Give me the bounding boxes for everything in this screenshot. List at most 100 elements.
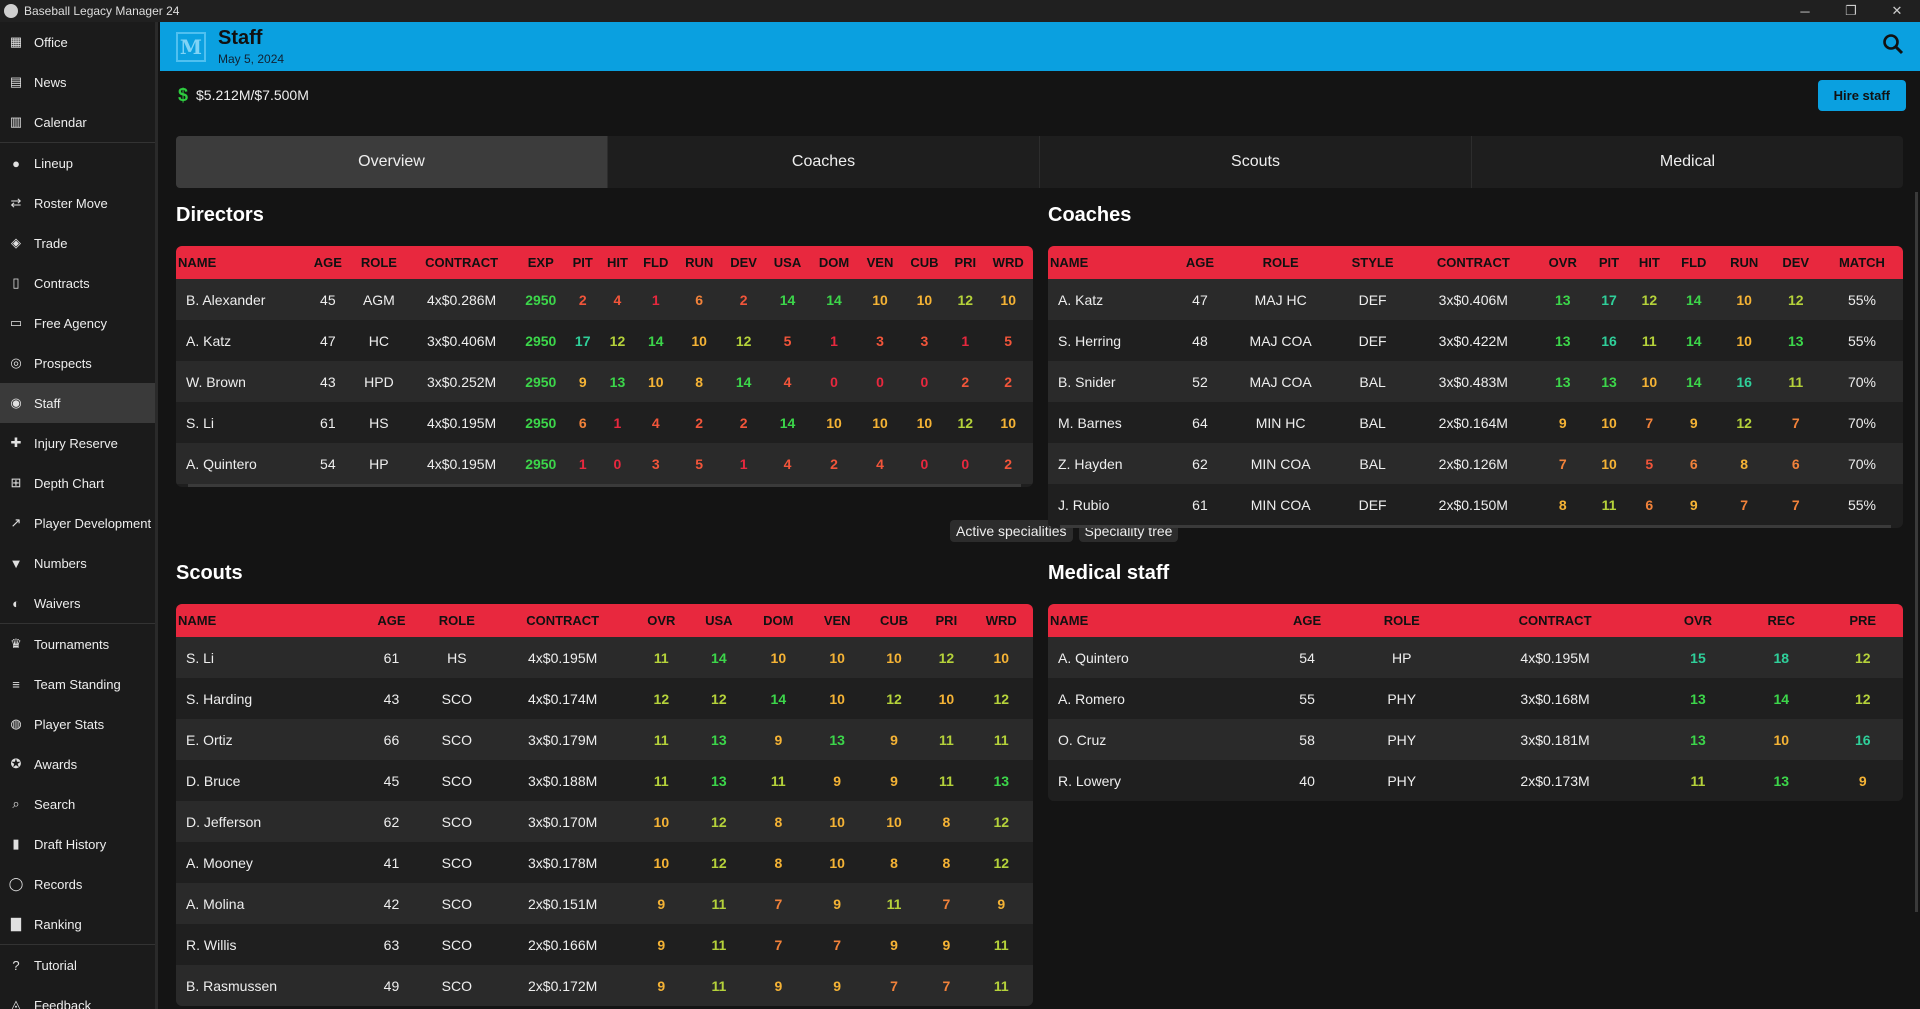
sidebar-item-tutorial[interactable]: ? Tutorial — [0, 945, 155, 985]
table-row[interactable]: B. Alexander 45 AGM 4x$0.286M 2950 2 4 1 6 2 14 14 1… — [176, 279, 1033, 320]
sidebar-item-player-development[interactable]: ↗ Player Development — [0, 503, 155, 543]
column-header[interactable]: PRE — [1822, 604, 1903, 637]
sidebar-item-tournaments[interactable]: ♛ Tournaments — [0, 624, 155, 664]
column-header[interactable]: AGE — [305, 246, 351, 279]
table-row[interactable]: S. Li 61 HS 4x$0.195M 2950 6 1 4 2 2 14 10 10 10 12 10 — [176, 402, 1033, 443]
table-row[interactable]: B. Snider 52 MAJ COA BAL 3x$0.483M 13 13 10 14 16… — [1048, 361, 1903, 402]
column-header[interactable]: MATCH — [1820, 246, 1903, 279]
sidebar-item-feedback[interactable]: ◬ Feedback — [0, 985, 155, 1009]
column-header[interactable]: CONTRACT — [493, 604, 633, 637]
tab-coaches[interactable]: Coaches — [607, 136, 1039, 188]
column-header[interactable]: NAME — [1048, 604, 1265, 637]
column-header[interactable]: PRI — [947, 246, 984, 279]
table-row[interactable]: B. Rasmussen 49 SCO 2x$0.172M 9 11 9 9 7 7 11 — [176, 965, 1033, 1006]
sidebar-item-team-standing[interactable]: ≡ Team Standing — [0, 664, 155, 704]
column-header[interactable]: DOM — [809, 246, 859, 279]
page-scrollbar[interactable] — [1915, 192, 1918, 912]
column-header[interactable]: HIT — [599, 246, 636, 279]
sidebar-item-records[interactable]: ◯ Records — [0, 864, 155, 904]
table-row[interactable]: Z. Hayden 62 MIN COA BAL 2x$0.126M 7 10 5 6 8 6 70% — [1048, 443, 1903, 484]
sidebar-item-prospects[interactable]: ◎ Prospects — [0, 343, 155, 383]
table-row[interactable]: A. Katz 47 HC 3x$0.406M 2950 17 12 14 10 12 5 1 3 3 1 5 — [176, 320, 1033, 361]
column-header[interactable]: DEV — [1770, 246, 1821, 279]
sidebar-item-waivers[interactable]: ◐ Waivers — [0, 583, 155, 623]
column-header[interactable]: ROLE — [1226, 246, 1335, 279]
column-header[interactable]: AGE — [362, 604, 421, 637]
table-row[interactable]: A. Quintero 54 HP 4x$0.195M 15 18 12 — [1048, 637, 1903, 678]
sidebar-item-search[interactable]: ⌕ Search — [0, 784, 155, 824]
column-header[interactable]: REC — [1740, 604, 1823, 637]
column-header[interactable]: CUB — [864, 604, 924, 637]
column-header[interactable]: OVR — [632, 604, 691, 637]
column-header[interactable]: RUN — [1717, 246, 1771, 279]
horizontal-scrollbar[interactable] — [1060, 525, 1891, 528]
table-row[interactable]: S. Harding 43 SCO 4x$0.174M 12 12 14 10 12 10 12 — [176, 678, 1033, 719]
column-header[interactable]: DEV — [721, 246, 766, 279]
column-header[interactable]: DOM — [747, 604, 810, 637]
table-row[interactable]: A. Katz 47 MAJ HC DEF 3x$0.406M 13 17 12 14 10 12 5… — [1048, 279, 1903, 320]
sidebar-item-trade[interactable]: ◈ Trade — [0, 223, 155, 263]
column-header[interactable]: RUN — [676, 246, 722, 279]
table-row[interactable]: M. Barnes 64 MIN HC BAL 2x$0.164M 9 10 7 9 12 7 70% — [1048, 402, 1903, 443]
column-header[interactable]: VEN — [809, 604, 865, 637]
table-row[interactable]: D. Bruce 45 SCO 3x$0.188M 11 13 11 9 9 11 13 — [176, 760, 1033, 801]
column-header[interactable]: AGE — [1264, 604, 1350, 637]
table-row[interactable]: A. Quintero 54 HP 4x$0.195M 2950 1 0 3 5 1 4 2 4 0 0 2 — [176, 443, 1033, 484]
column-header[interactable]: VEN — [858, 246, 902, 279]
column-header[interactable]: NAME — [176, 604, 363, 637]
column-header[interactable]: ROLE — [420, 604, 494, 637]
table-row[interactable]: D. Jefferson 62 SCO 3x$0.170M 10 12 8 10 10 8 12 — [176, 801, 1033, 842]
table-row[interactable]: E. Ortiz 66 SCO 3x$0.179M 11 13 9 13 9 11 11 — [176, 719, 1033, 760]
column-header[interactable]: CONTRACT — [1410, 246, 1537, 279]
active-specialities-button[interactable]: Active specialities — [950, 520, 1073, 542]
sidebar-item-draft-history[interactable]: ▮ Draft History — [0, 824, 155, 864]
column-header[interactable]: USA — [765, 246, 810, 279]
table-row[interactable]: R. Lowery 40 PHY 2x$0.173M 11 13 9 — [1048, 760, 1903, 801]
restore-button[interactable]: ❐ — [1845, 3, 1857, 18]
sidebar-item-office[interactable]: ▦ Office — [0, 22, 155, 62]
column-header[interactable]: CONTRACT — [407, 246, 516, 279]
column-header[interactable]: NAME — [1048, 246, 1174, 279]
column-header[interactable]: PIT — [565, 246, 600, 279]
table-row[interactable]: O. Cruz 58 PHY 3x$0.181M 13 10 16 — [1048, 719, 1903, 760]
sidebar-item-awards[interactable]: ✪ Awards — [0, 744, 155, 784]
minimize-button[interactable]: ─ — [1800, 3, 1810, 19]
sidebar-item-news[interactable]: ▤ News — [0, 62, 155, 102]
column-header[interactable]: FLD — [1669, 246, 1718, 279]
table-row[interactable]: A. Romero 55 PHY 3x$0.168M 13 14 12 — [1048, 678, 1903, 719]
column-header[interactable]: HIT — [1628, 246, 1670, 279]
sidebar-item-free-agency[interactable]: ▭ Free Agency — [0, 303, 155, 343]
hire-staff-button[interactable]: Hire staff — [1817, 79, 1906, 111]
column-header[interactable]: CUB — [901, 246, 948, 279]
column-header[interactable]: PRI — [923, 604, 970, 637]
column-header[interactable]: NAME — [176, 246, 306, 279]
close-button[interactable]: ✕ — [1891, 3, 1903, 18]
sidebar-item-lineup[interactable]: ● Lineup — [0, 143, 155, 183]
horizontal-scrollbar[interactable] — [188, 484, 1021, 487]
search-icon[interactable] — [1882, 33, 1904, 61]
sidebar-item-ranking[interactable]: ▇ Ranking — [0, 904, 155, 944]
sidebar-item-depth-chart[interactable]: ⊞ Depth Chart — [0, 463, 155, 503]
column-header[interactable]: PIT — [1589, 246, 1629, 279]
column-header[interactable]: FLD — [635, 246, 677, 279]
sidebar-item-calendar[interactable]: ▥ Calendar — [0, 102, 155, 142]
sidebar-item-numbers[interactable]: ▼ Numbers — [0, 543, 155, 583]
table-row[interactable]: A. Mooney 41 SCO 3x$0.178M 10 12 8 10 8 8 12 — [176, 842, 1033, 883]
column-header[interactable]: ROLE — [1349, 604, 1455, 637]
sidebar-item-injury-reserve[interactable]: ✚ Injury Reserve — [0, 423, 155, 463]
column-header[interactable]: EXP — [515, 246, 566, 279]
tab-scouts[interactable]: Scouts — [1039, 136, 1471, 188]
table-row[interactable]: W. Brown 43 HPD 3x$0.252M 2950 9 13 10 8 14 4 0 0 0 2 2 — [176, 361, 1033, 402]
column-header[interactable]: STYLE — [1334, 246, 1411, 279]
table-row[interactable]: S. Herring 48 MAJ COA DEF 3x$0.422M 13 16 11 14 1… — [1048, 320, 1903, 361]
column-header[interactable]: WRD — [983, 246, 1033, 279]
tab-overview[interactable]: Overview — [176, 136, 607, 188]
table-row[interactable]: S. Li 61 HS 4x$0.195M 11 14 10 10 10 12 10 — [176, 637, 1033, 678]
sidebar-item-staff[interactable]: ◉ Staff — [0, 383, 155, 423]
column-header[interactable]: WRD — [969, 604, 1033, 637]
table-row[interactable]: R. Willis 63 SCO 2x$0.166M 9 11 7 7 9 9 11 — [176, 924, 1033, 965]
column-header[interactable]: OVR — [1655, 604, 1741, 637]
column-header[interactable]: CONTRACT — [1454, 604, 1656, 637]
table-row[interactable]: A. Molina 42 SCO 2x$0.151M 9 11 7 9 11 7 9 — [176, 883, 1033, 924]
column-header[interactable]: USA — [690, 604, 748, 637]
